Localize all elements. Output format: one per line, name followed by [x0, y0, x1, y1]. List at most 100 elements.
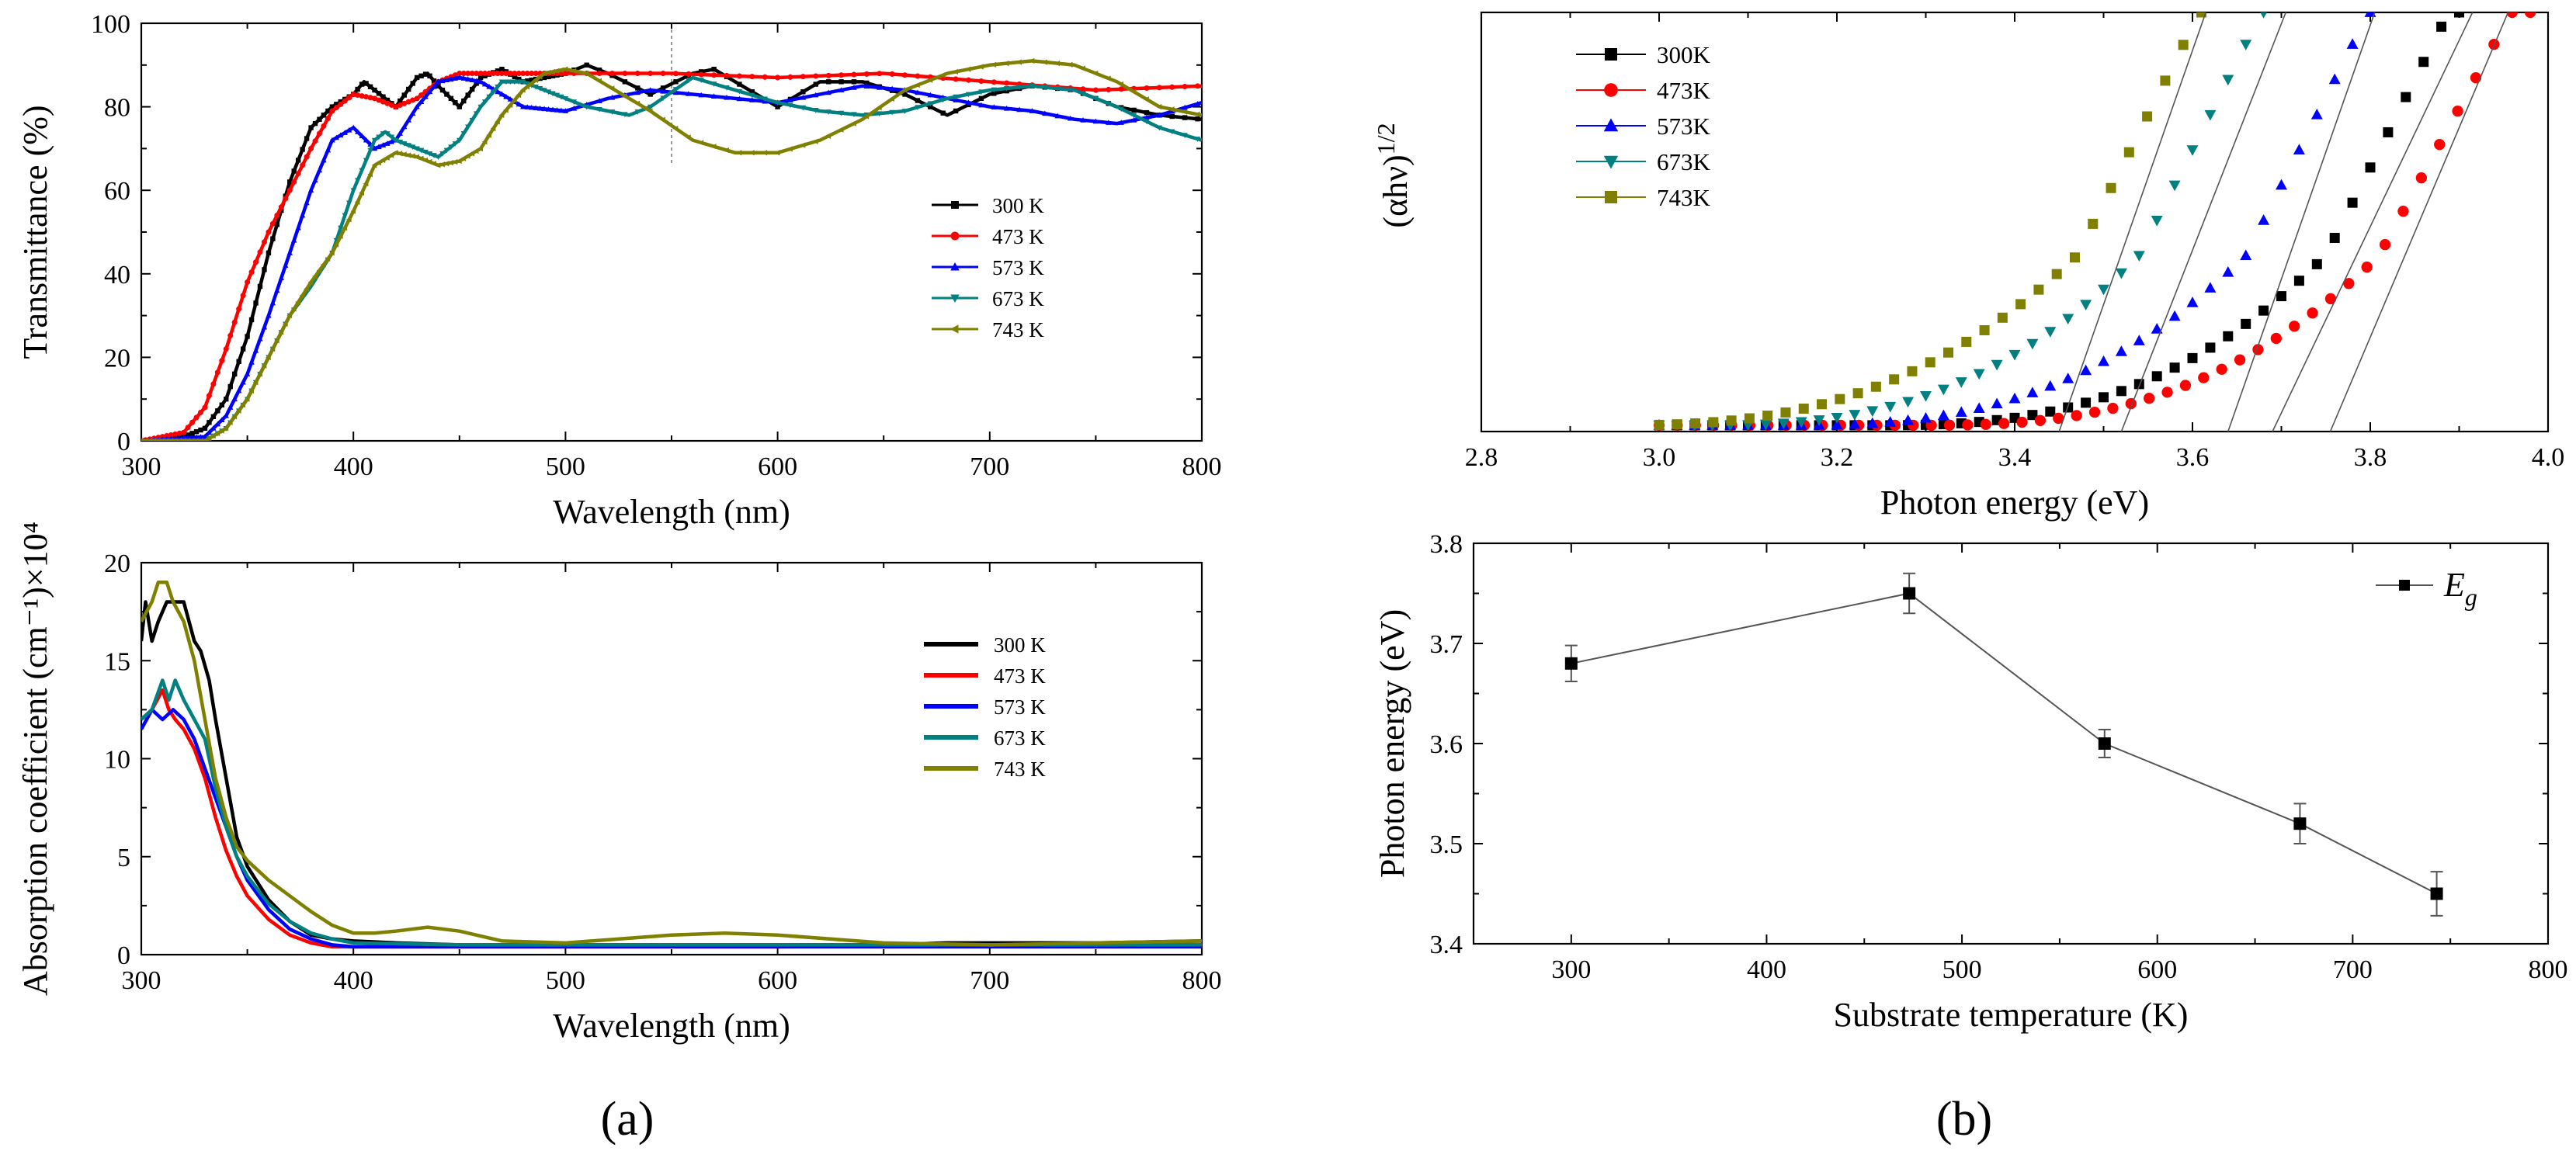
data-point: [1194, 137, 1201, 142]
data-point: [1067, 61, 1073, 68]
data-point: [155, 438, 161, 441]
data-point: [2293, 276, 2304, 286]
data-point: [2379, 239, 2391, 251]
data-point: [2151, 371, 2162, 382]
data-point: [367, 147, 373, 154]
data-point: [214, 421, 221, 427]
data-point: [503, 71, 509, 77]
data-point: [698, 92, 704, 98]
data-point: [304, 154, 310, 160]
data-point: [499, 66, 505, 72]
data-point: [189, 438, 195, 441]
data-point: [372, 87, 377, 93]
data-point: [774, 150, 780, 156]
data-point: [520, 79, 526, 85]
data-point: [2452, 106, 2463, 117]
data-point: [710, 144, 717, 150]
data-point: [397, 139, 403, 145]
series-673k: [141, 678, 1202, 947]
data-point: [1777, 418, 1790, 430]
data-point: [991, 91, 997, 96]
data-point: [418, 155, 424, 161]
data-point: [269, 220, 276, 227]
data-point: [562, 66, 568, 72]
data-point: [283, 196, 289, 202]
data-point: [1997, 312, 2008, 323]
data-point: [545, 89, 552, 95]
data-point: [405, 143, 411, 148]
data-point: [1169, 129, 1175, 135]
data-point: [558, 94, 564, 100]
data-point: [516, 101, 522, 107]
data-point: [401, 141, 408, 147]
linear-fit-line: [2329, 12, 2509, 432]
data-point: [2418, 57, 2429, 68]
data-point: [2115, 345, 2127, 356]
data-point: [312, 138, 318, 144]
data-point: [953, 94, 959, 100]
x-tick-label: 700: [2333, 955, 2373, 984]
data-point: [1182, 133, 1188, 139]
data-point: [439, 151, 446, 157]
data-point: [2016, 416, 2028, 428]
data-point: [775, 75, 781, 81]
legend-label-main: E: [2443, 566, 2465, 604]
data-point: [536, 86, 543, 92]
data-point: [371, 162, 377, 168]
x-tick-label: 600: [2137, 955, 2177, 984]
data-point: [151, 438, 157, 441]
data-point: [414, 154, 420, 160]
data-point: [321, 157, 327, 163]
data-point: [224, 397, 229, 402]
y-tick-label: 3.6: [1430, 730, 1463, 759]
data-point: [825, 72, 831, 78]
data-point: [367, 95, 373, 101]
data-point: [338, 101, 344, 107]
data-point: [1156, 125, 1163, 131]
data-point: [724, 85, 730, 91]
linear-fit-line: [2227, 12, 2376, 432]
legend-label: 743 K: [992, 318, 1044, 342]
data-point: [1998, 418, 2010, 429]
data-point: [163, 438, 169, 441]
data-point: [1003, 86, 1010, 92]
data-point: [469, 117, 475, 123]
data-point: [1080, 91, 1086, 97]
data-point: [2106, 182, 2116, 193]
y-tick-label: 10: [104, 746, 130, 775]
data-point: [350, 124, 356, 130]
data-point: [2133, 379, 2144, 390]
data-point: [851, 85, 857, 90]
data-point: [851, 79, 857, 85]
data-point: [329, 137, 335, 143]
data-point: [901, 87, 908, 93]
data-point: [2151, 215, 2163, 227]
data-point: [1903, 587, 1916, 600]
data-point: [168, 438, 174, 441]
data-point: [877, 111, 883, 117]
data-point: [2081, 397, 2092, 408]
data-point: [2310, 108, 2323, 120]
legend-label: 573 K: [994, 695, 1046, 719]
data-point: [278, 275, 284, 281]
data-point: [609, 109, 616, 115]
series-line: [141, 581, 1202, 947]
data-point: [991, 79, 997, 85]
legend-marker: [2399, 580, 2410, 591]
data-point: [342, 98, 348, 104]
data-point: [545, 106, 552, 112]
data-point: [401, 123, 408, 130]
data-point: [393, 137, 399, 144]
data-point: [2401, 92, 2411, 102]
data-point: [329, 108, 335, 114]
data-point: [371, 137, 378, 144]
data-point: [299, 212, 306, 218]
data-point: [2107, 402, 2119, 414]
data-point: [915, 98, 921, 103]
data-point: [838, 127, 844, 133]
data-point: [307, 187, 314, 193]
data-point: [185, 438, 190, 441]
data-point: [2240, 249, 2252, 261]
data-point: [498, 91, 505, 97]
data-point: [2240, 40, 2252, 50]
